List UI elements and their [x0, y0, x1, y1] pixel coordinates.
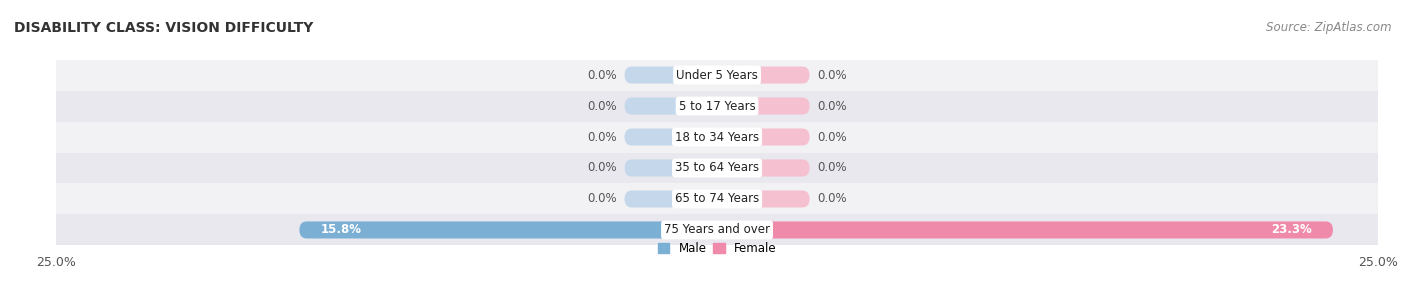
Bar — [56, 59, 1378, 91]
Bar — [56, 152, 1378, 184]
Text: Under 5 Years: Under 5 Years — [676, 69, 758, 81]
FancyBboxPatch shape — [624, 190, 717, 207]
Bar — [56, 121, 1378, 152]
Legend: Male, Female: Male, Female — [652, 237, 782, 260]
FancyBboxPatch shape — [299, 221, 717, 239]
Bar — [56, 214, 1378, 246]
Text: 0.0%: 0.0% — [817, 131, 848, 144]
FancyBboxPatch shape — [717, 160, 810, 177]
Text: 65 to 74 Years: 65 to 74 Years — [675, 192, 759, 206]
Text: 0.0%: 0.0% — [817, 161, 848, 174]
FancyBboxPatch shape — [624, 98, 717, 115]
Text: 0.0%: 0.0% — [817, 99, 848, 113]
FancyBboxPatch shape — [624, 66, 717, 84]
FancyBboxPatch shape — [624, 160, 717, 177]
FancyBboxPatch shape — [717, 66, 810, 84]
Bar — [56, 91, 1378, 121]
FancyBboxPatch shape — [717, 98, 810, 115]
FancyBboxPatch shape — [717, 221, 1333, 239]
Text: 75 Years and over: 75 Years and over — [664, 224, 770, 236]
Text: 18 to 34 Years: 18 to 34 Years — [675, 131, 759, 144]
FancyBboxPatch shape — [717, 190, 810, 207]
Text: 0.0%: 0.0% — [586, 161, 617, 174]
FancyBboxPatch shape — [624, 128, 717, 145]
Text: 0.0%: 0.0% — [817, 69, 848, 81]
FancyBboxPatch shape — [717, 128, 810, 145]
Text: 0.0%: 0.0% — [586, 99, 617, 113]
Bar — [56, 184, 1378, 214]
Text: DISABILITY CLASS: VISION DIFFICULTY: DISABILITY CLASS: VISION DIFFICULTY — [14, 21, 314, 35]
Text: 0.0%: 0.0% — [817, 192, 848, 206]
Text: 0.0%: 0.0% — [586, 192, 617, 206]
Text: 35 to 64 Years: 35 to 64 Years — [675, 161, 759, 174]
Text: 5 to 17 Years: 5 to 17 Years — [679, 99, 755, 113]
Text: 0.0%: 0.0% — [586, 69, 617, 81]
Text: 0.0%: 0.0% — [586, 131, 617, 144]
Text: 15.8%: 15.8% — [321, 224, 361, 236]
Text: 23.3%: 23.3% — [1271, 224, 1312, 236]
Text: Source: ZipAtlas.com: Source: ZipAtlas.com — [1267, 21, 1392, 34]
